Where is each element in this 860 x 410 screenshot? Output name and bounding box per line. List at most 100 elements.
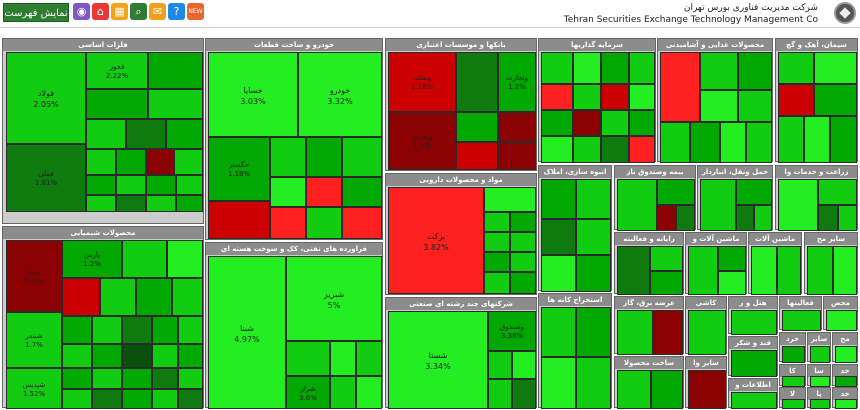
stock-tile[interactable] xyxy=(116,175,146,195)
stock-tile[interactable] xyxy=(541,255,576,292)
stock-tile[interactable] xyxy=(541,219,576,255)
stock-tile[interactable] xyxy=(818,205,838,231)
stock-tile[interactable] xyxy=(86,89,148,119)
stock-tile[interactable] xyxy=(484,252,510,272)
stock-tile[interactable] xyxy=(86,149,116,175)
stock-tile[interactable] xyxy=(782,346,805,363)
stock-tile[interactable] xyxy=(576,219,611,255)
stock-tile[interactable] xyxy=(122,344,152,368)
stock-tile[interactable] xyxy=(576,255,611,292)
stock-tile[interactable] xyxy=(178,389,203,409)
stock-tile[interactable] xyxy=(573,110,601,136)
stock-tile[interactable] xyxy=(92,316,122,344)
stock-tile[interactable] xyxy=(86,195,116,212)
stock-tile[interactable] xyxy=(270,207,306,239)
stock-tile[interactable] xyxy=(126,119,166,149)
stock-tile[interactable] xyxy=(330,341,356,376)
stock-tile[interactable]: شراز 3.6% xyxy=(286,376,330,409)
stock-tile[interactable] xyxy=(488,379,512,409)
stock-tile[interactable] xyxy=(738,90,772,122)
stock-tile[interactable] xyxy=(835,399,857,409)
stock-tile[interactable] xyxy=(270,137,306,177)
home-icon[interactable]: ⌂ xyxy=(92,3,109,20)
help-icon[interactable]: ? xyxy=(168,3,185,20)
stock-tile[interactable] xyxy=(208,201,270,239)
stock-tile[interactable] xyxy=(746,122,772,163)
stock-tile[interactable] xyxy=(62,389,92,409)
stock-tile[interactable] xyxy=(484,187,536,212)
stock-tile[interactable] xyxy=(754,205,772,231)
stock-tile[interactable] xyxy=(778,52,814,84)
stock-tile[interactable] xyxy=(617,246,650,295)
stock-tile[interactable] xyxy=(810,346,830,363)
stock-tile[interactable] xyxy=(342,207,382,239)
stock-tile[interactable]: شبندر 1.7% xyxy=(6,312,62,368)
stock-tile[interactable] xyxy=(731,350,777,377)
stock-tile[interactable] xyxy=(720,122,746,163)
stock-tile[interactable] xyxy=(512,379,536,409)
stock-tile[interactable] xyxy=(456,52,498,112)
stock-tile[interactable] xyxy=(122,389,152,409)
stock-tile[interactable]: شبنا 4.97% xyxy=(208,256,286,409)
stock-tile[interactable] xyxy=(718,271,746,295)
stock-tile[interactable] xyxy=(700,90,738,122)
stock-tile[interactable] xyxy=(512,351,536,379)
stock-tile[interactable] xyxy=(617,370,651,409)
stock-tile[interactable] xyxy=(176,195,203,212)
stock-tile[interactable] xyxy=(782,376,805,387)
stock-tile[interactable] xyxy=(306,177,342,207)
stock-tile[interactable] xyxy=(818,179,857,205)
stock-tile[interactable] xyxy=(736,205,754,231)
stock-tile[interactable] xyxy=(576,307,611,357)
stock-tile[interactable] xyxy=(657,205,676,231)
stock-tile[interactable] xyxy=(541,307,576,357)
stock-tile[interactable] xyxy=(86,175,116,195)
stock-tile[interactable] xyxy=(751,246,777,295)
stock-tile[interactable] xyxy=(541,136,573,163)
stock-tile[interactable]: وبصادر 1.1% xyxy=(388,112,456,170)
stock-tile[interactable]: وصندوق 3.38% xyxy=(488,311,536,351)
stock-tile[interactable] xyxy=(573,84,601,110)
stock-tile[interactable] xyxy=(660,122,690,163)
search-icon[interactable]: ⌕ xyxy=(130,3,147,20)
stock-tile[interactable] xyxy=(172,278,203,316)
stock-tile[interactable] xyxy=(456,112,498,142)
stock-tile[interactable] xyxy=(152,389,178,409)
stock-tile[interactable] xyxy=(174,149,203,175)
stock-tile[interactable] xyxy=(330,376,356,409)
stock-tile[interactable] xyxy=(601,84,629,110)
calendar-icon[interactable]: ▦ xyxy=(111,3,128,20)
stock-tile[interactable] xyxy=(576,179,611,219)
stock-tile[interactable] xyxy=(830,116,857,163)
globe-icon[interactable]: ◉ xyxy=(73,3,90,20)
stock-tile[interactable] xyxy=(629,136,655,163)
stock-tile[interactable] xyxy=(178,344,203,368)
stock-tile[interactable] xyxy=(178,368,203,389)
stock-tile[interactable] xyxy=(576,357,611,409)
stock-tile[interactable] xyxy=(838,205,857,231)
stock-tile[interactable] xyxy=(498,112,536,142)
stock-tile[interactable] xyxy=(541,179,576,219)
stock-tile[interactable] xyxy=(660,52,700,122)
stock-tile[interactable] xyxy=(688,246,718,295)
stock-tile[interactable] xyxy=(617,179,657,231)
stock-tile[interactable] xyxy=(573,52,601,84)
stock-tile[interactable] xyxy=(700,179,736,231)
stock-tile[interactable] xyxy=(651,370,683,409)
stock-tile[interactable] xyxy=(270,177,306,207)
stock-tile[interactable] xyxy=(152,316,178,344)
stock-tile[interactable] xyxy=(62,278,100,316)
stock-tile[interactable] xyxy=(484,232,510,252)
stock-tile[interactable] xyxy=(356,376,382,409)
stock-tile[interactable] xyxy=(86,119,126,149)
stock-tile[interactable]: وبملت 1.18% xyxy=(388,52,456,112)
stock-tile[interactable] xyxy=(136,278,172,316)
stock-tile[interactable] xyxy=(146,195,176,212)
stock-tile[interactable] xyxy=(356,341,382,376)
stock-tile[interactable] xyxy=(122,240,167,278)
stock-tile[interactable] xyxy=(688,370,726,409)
stock-tile[interactable] xyxy=(498,142,536,170)
stock-tile[interactable] xyxy=(484,272,510,294)
stock-tile[interactable] xyxy=(731,392,777,409)
stock-tile[interactable]: فملی 1.81% xyxy=(6,144,86,212)
